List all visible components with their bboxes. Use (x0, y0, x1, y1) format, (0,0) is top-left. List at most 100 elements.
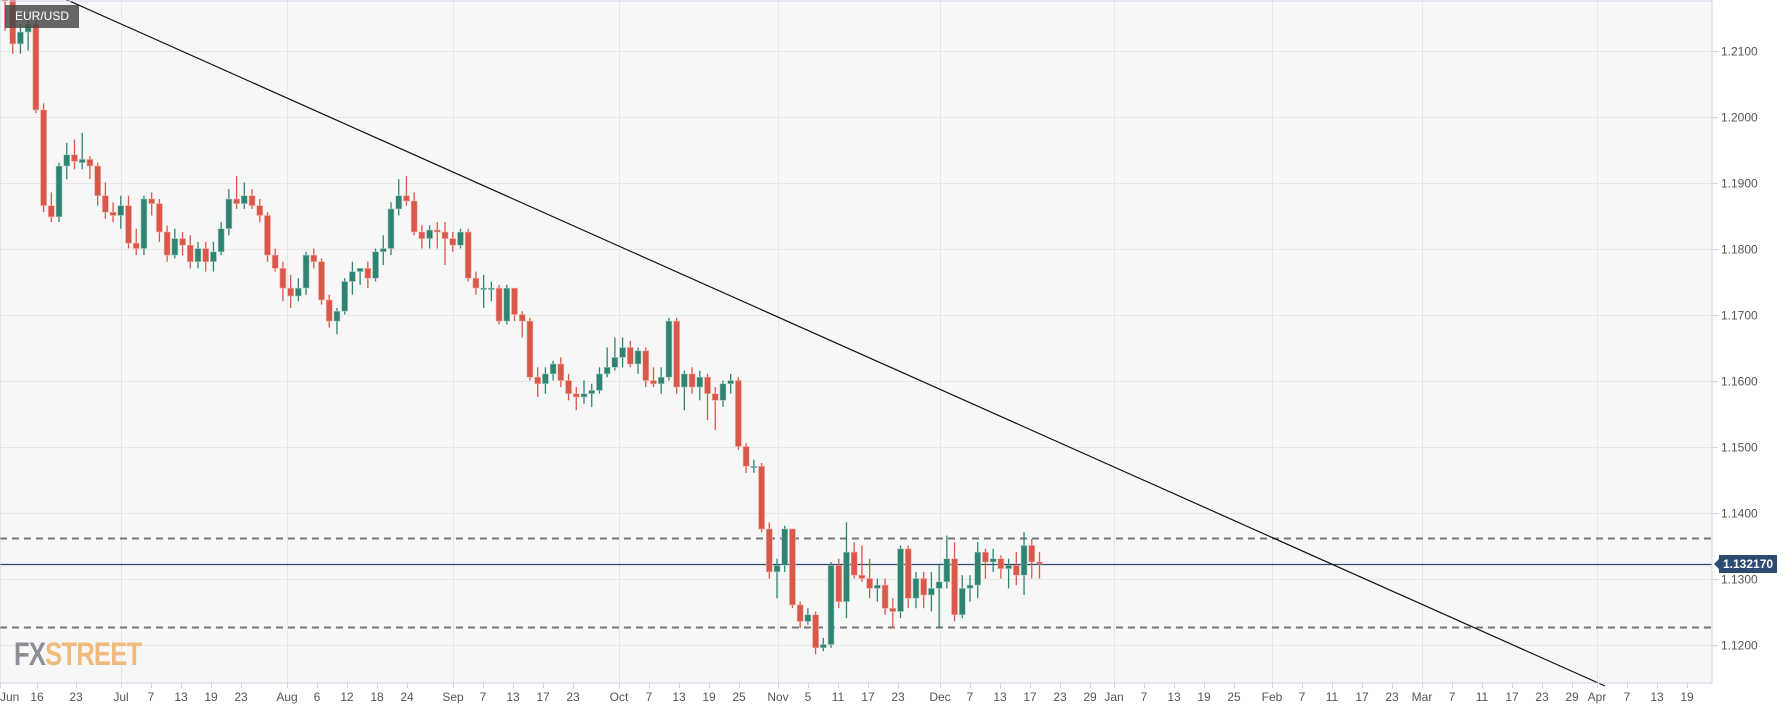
candle (55, 162, 63, 223)
candle (449, 232, 457, 252)
x-tick-label: Oct (610, 690, 629, 704)
x-tick-label: 13 (672, 690, 686, 704)
candle (86, 156, 94, 180)
x-tick-label: Mar (1412, 690, 1433, 704)
candle (318, 258, 325, 305)
candle (951, 542, 958, 622)
x-tick-label: Aug (276, 690, 297, 704)
candle (711, 387, 719, 430)
watermark-fx: FX (14, 636, 46, 672)
x-tick-label: 23 (234, 690, 248, 704)
x-tick-label: Nov (767, 690, 788, 704)
candle (549, 360, 557, 381)
candle (1020, 532, 1028, 595)
plot-area (0, 1, 1712, 683)
candle (820, 637, 827, 652)
trendline (65, 0, 1606, 687)
candle (480, 274, 487, 308)
candle (140, 195, 148, 256)
candle (395, 179, 403, 216)
x-tick-label: 23 (891, 690, 905, 704)
candle (881, 578, 889, 615)
candle (179, 232, 186, 256)
candle (796, 601, 804, 628)
x-tick-label: 29 (1565, 690, 1579, 704)
candle (958, 575, 966, 619)
candle (287, 274, 294, 308)
x-tick-label: Jul (113, 690, 128, 704)
symbol-label: EUR/USD (5, 5, 80, 28)
candle (843, 522, 850, 619)
y-tick-label: 1.1600 (1721, 375, 1758, 389)
x-tick-label: 13 (174, 690, 188, 704)
candle (148, 192, 155, 216)
candle (912, 571, 920, 609)
candle (217, 222, 225, 256)
x-tick-label: 7 (480, 690, 487, 704)
candle (202, 241, 210, 272)
fxstreet-watermark: FXSTREET (14, 636, 142, 672)
candle (341, 278, 348, 315)
x-tick-label: 5 (805, 690, 812, 704)
candle (102, 182, 109, 219)
x-tick-label: 18 (370, 690, 384, 704)
candle (781, 525, 789, 572)
candle (109, 202, 117, 223)
candle (163, 225, 171, 262)
candle (434, 222, 441, 249)
candle (271, 248, 279, 272)
y-tick-label: 1.1300 (1721, 573, 1758, 587)
x-tick-label: 13 (1650, 690, 1664, 704)
candle (696, 370, 704, 401)
candle (742, 443, 750, 473)
candle (403, 175, 410, 206)
candle (94, 162, 101, 206)
current-price-tag: 1.132170 (1713, 555, 1778, 573)
candle (603, 347, 611, 378)
candle (132, 228, 140, 256)
x-tick-label: 17 (861, 690, 875, 704)
x-tick-label: 19 (702, 690, 716, 704)
y-tick-label: 1.1900 (1721, 177, 1758, 191)
candle (727, 373, 734, 394)
candle (1013, 552, 1020, 586)
candle (264, 212, 271, 262)
x-tick-label: 24 (400, 690, 414, 704)
candle (186, 235, 194, 269)
x-tick-label: 25 (732, 690, 746, 704)
candle (71, 139, 78, 170)
candle (758, 463, 765, 533)
candle (989, 548, 997, 572)
candle (241, 182, 248, 209)
x-tick-label: Dec (929, 690, 950, 704)
candle (596, 367, 603, 394)
candle (488, 281, 495, 302)
x-tick-label: 17 (1505, 690, 1519, 704)
candle (78, 133, 86, 170)
candle (32, 20, 40, 114)
candle (125, 195, 132, 249)
candle (565, 373, 572, 401)
candle (750, 459, 758, 473)
candle (542, 367, 549, 394)
candle (704, 373, 711, 421)
x-tick-label: 7 (1624, 690, 1631, 704)
x-tick-label: Feb (1262, 690, 1283, 704)
candle (572, 387, 580, 411)
candle (356, 267, 364, 285)
candle (688, 367, 696, 394)
x-tick-label: 7 (1299, 690, 1306, 704)
candle (349, 261, 356, 295)
candle (619, 337, 626, 368)
x-tick-label: 7 (1449, 690, 1456, 704)
candle (835, 558, 843, 609)
candle (897, 545, 904, 619)
y-tick-label: 1.2000 (1721, 111, 1758, 125)
x-tick-label: 17 (1023, 690, 1037, 704)
candle (418, 225, 426, 249)
candle (773, 558, 781, 599)
y-tick-label: 1.1800 (1721, 243, 1758, 257)
x-tick-label: 13 (993, 690, 1007, 704)
candle (117, 195, 125, 229)
x-tick-label: 19 (1197, 690, 1211, 704)
